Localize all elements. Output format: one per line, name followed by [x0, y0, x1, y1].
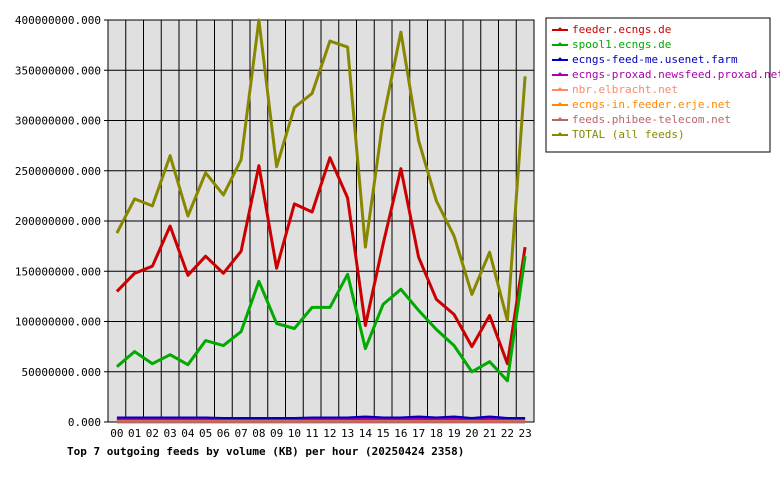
y-tick-label: 250000000.000: [15, 165, 101, 178]
x-tick-label: 15: [377, 427, 390, 440]
x-tick-label: 21: [483, 427, 496, 440]
legend-label: nbr.elbracht.net: [572, 83, 678, 96]
x-tick-label: 12: [323, 427, 336, 440]
series-line-0: [115, 156, 527, 366]
y-tick-label: 0.000: [68, 416, 101, 429]
y-axis-ticks: 0.000 50000000.000 100000000.000 150000000.…: [15, 14, 108, 429]
legend-marker: [558, 42, 562, 46]
x-tick-label: 18: [430, 427, 443, 440]
x-tick-label: 23: [519, 427, 532, 440]
x-tick-label: 08: [252, 427, 265, 440]
x-tick-label: 07: [235, 427, 248, 440]
y-tick-label: 150000000.000: [15, 265, 101, 278]
legend-box: [545, 17, 771, 153]
x-tick-label: 19: [448, 427, 461, 440]
series-lines: [115, 18, 527, 424]
legend-marker: [558, 117, 562, 121]
x-tick-label: 14: [359, 427, 373, 440]
x-tick-label: 04: [181, 427, 195, 440]
chart-title: Top 7 outgoing feeds by volume (KB) per …: [67, 445, 464, 458]
legend-label: feeds.phibee-telecom.net: [572, 113, 731, 126]
x-tick-label: 16: [394, 427, 407, 440]
x-tick-label: 11: [306, 427, 319, 440]
x-tick-label: 00: [110, 427, 123, 440]
x-tick-label: 09: [270, 427, 283, 440]
x-tick-label: 17: [412, 427, 425, 440]
y-tick-label: 100000000.000: [15, 316, 101, 329]
x-tick-label: 01: [128, 427, 141, 440]
legend-label: ecngs-feed-me.usenet.farm: [572, 53, 738, 66]
x-tick-label: 20: [465, 427, 478, 440]
series-line-1: [115, 255, 527, 383]
y-tick-label: 200000000.000: [15, 215, 101, 228]
y-tick-label: 350000000.000: [15, 64, 101, 77]
x-axis-ticks: 00 01 02 03 04 05 06 07 08 09 10 11 12 13 14 15 16 17 18 19…: [110, 427, 532, 440]
series-line-7: [115, 18, 527, 322]
y-tick-label: 50000000.000: [22, 366, 101, 379]
legend-label: spool1.ecngs.de: [572, 38, 671, 51]
legend-label: feeder.ecngs.de: [572, 23, 671, 36]
x-tick-label: 05: [199, 427, 212, 440]
x-tick-label: 03: [164, 427, 177, 440]
x-tick-label: 13: [341, 427, 354, 440]
series-line-2: [116, 415, 526, 420]
legend-marker: [558, 102, 562, 106]
legend: feeder.ecngs.de spool1.ecngs.de ecngs-feed…: [545, 17, 780, 153]
legend-label: TOTAL (all feeds): [572, 128, 685, 141]
legend-marker: [558, 87, 562, 91]
legend-marker: [558, 72, 562, 76]
legend-marker: [558, 27, 562, 31]
x-tick-label: 06: [217, 427, 230, 440]
x-tick-label: 02: [146, 427, 159, 440]
legend-label: ecngs-proxad.newsfeed.proxad.net: [572, 68, 780, 81]
y-tick-label: 400000000.000: [15, 14, 101, 27]
y-tick-label: 300000000.000: [15, 115, 101, 128]
legend-marker: [558, 132, 562, 136]
x-tick-label: 10: [288, 427, 301, 440]
legend-label: ecngs-in.feeder.erje.net: [572, 98, 731, 111]
x-tick-label: 22: [501, 427, 514, 440]
legend-marker: [558, 57, 562, 61]
